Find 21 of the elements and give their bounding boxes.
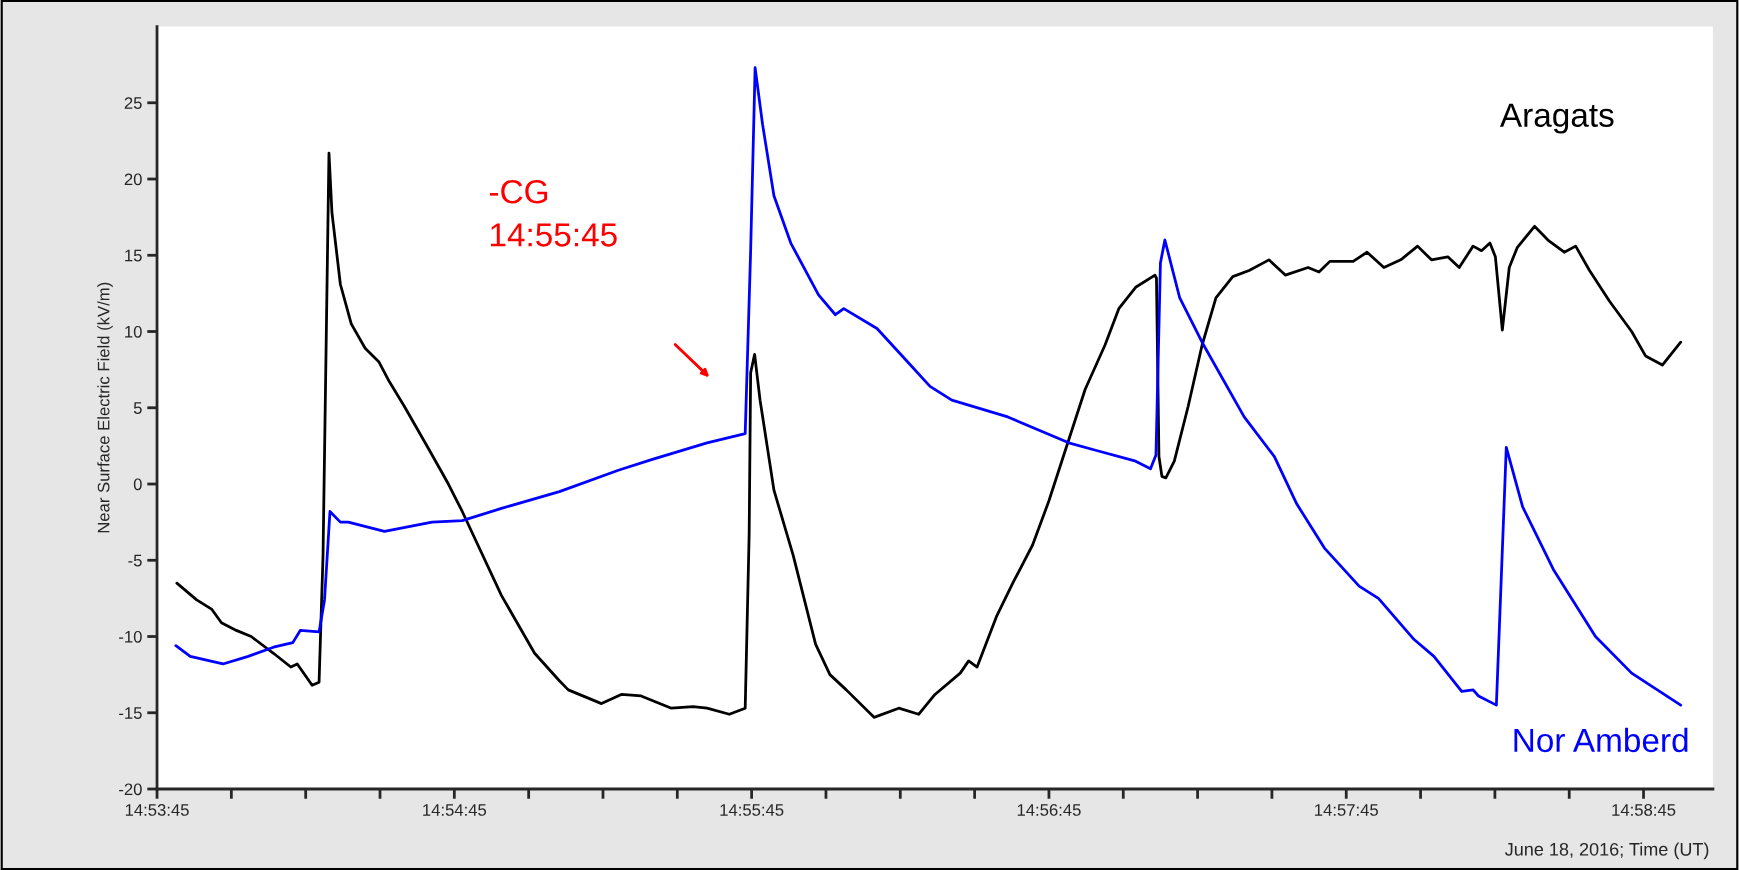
x-tick-label: 14:57:45 xyxy=(1315,804,1378,816)
y-tick-label: 10 xyxy=(125,325,142,338)
y-tick-label: 20 xyxy=(124,173,142,186)
y-tick-label: 0 xyxy=(133,478,142,491)
x-tick-label: 14:56:45 xyxy=(1017,804,1081,816)
x-axis-title: June 18, 2016; Time (UT) xyxy=(1505,842,1709,860)
x-tick-label: 14:58:45 xyxy=(1612,804,1676,816)
y-axis-title: Near Surface Electric Field (kV/m) xyxy=(97,282,113,533)
y-tick-label: -15 xyxy=(119,707,142,719)
y-tick-label: 15 xyxy=(125,249,142,262)
x-tick-label: 14:54:45 xyxy=(423,804,487,816)
x-tick-label: 14:53:45 xyxy=(125,804,189,816)
y-tick-label: 5 xyxy=(133,402,142,414)
annotation: -CG 14:55:45 xyxy=(489,179,617,247)
y-tick-label: 25 xyxy=(124,97,142,109)
y-tick-label: -20 xyxy=(119,783,142,796)
y-tick-label: -5 xyxy=(128,554,142,567)
y-tick-label: -10 xyxy=(119,630,142,643)
x-tick-label: 14:55:45 xyxy=(720,804,784,816)
text: Aragats xyxy=(1499,103,1614,134)
series-label: Nor Amberd xyxy=(1514,727,1688,753)
